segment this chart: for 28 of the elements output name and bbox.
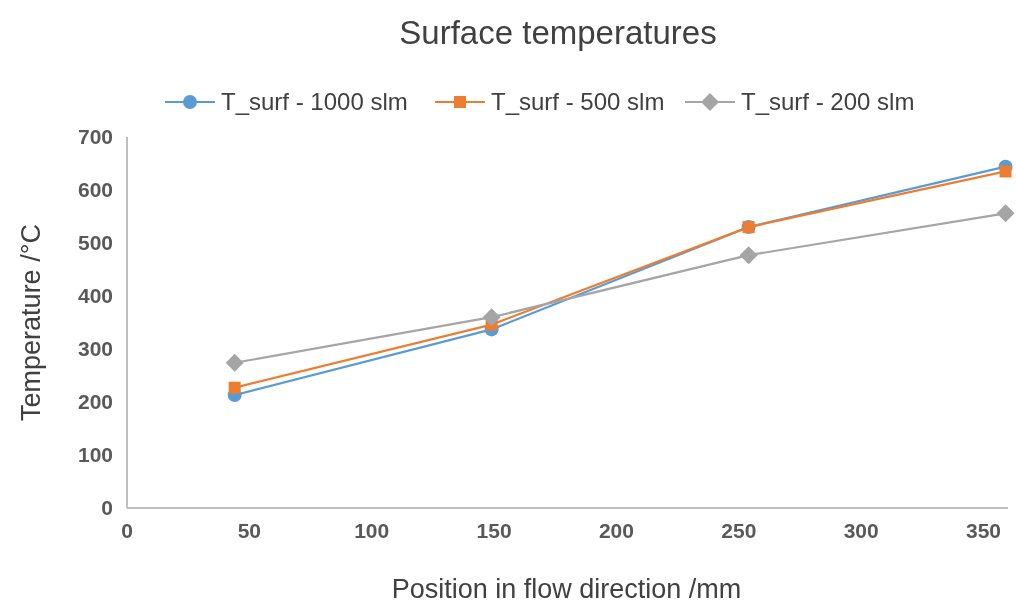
y-tick-label: 300	[77, 337, 113, 361]
y-tick-label: 100	[77, 443, 113, 467]
legend-label: T_surf - 200 slm	[741, 88, 915, 116]
x-tick-label: 300	[843, 519, 879, 542]
x-tick-label: 100	[354, 519, 390, 542]
y-axis-title: Temperature /°C	[16, 224, 46, 421]
x-tick-label: 350	[966, 519, 1002, 542]
legend-label: T_surf - 500 slm	[491, 88, 665, 116]
x-tick-label: 0	[121, 519, 133, 542]
y-tick-label: 700	[77, 125, 113, 149]
point	[999, 165, 1012, 178]
point	[482, 308, 501, 327]
x-tick-label: 150	[476, 519, 512, 542]
x-axis-title: Position in flow direction /mm	[391, 574, 742, 604]
point	[228, 381, 241, 394]
point	[225, 353, 244, 372]
y-tick-label: 500	[77, 231, 113, 255]
y-tick-label: 400	[77, 284, 113, 308]
point	[996, 204, 1015, 223]
x-tick-label: 200	[598, 519, 634, 542]
y-tick-label: 600	[77, 178, 113, 202]
point	[739, 246, 758, 265]
y-tick-label: 200	[77, 390, 113, 414]
x-tick-label: 250	[721, 519, 757, 542]
chart-title: Surface temperatures	[399, 14, 717, 51]
x-tick-label: 50	[237, 519, 262, 542]
legend-label: T_surf - 1000 slm	[221, 88, 408, 116]
y-tick-label: 0	[101, 496, 113, 520]
